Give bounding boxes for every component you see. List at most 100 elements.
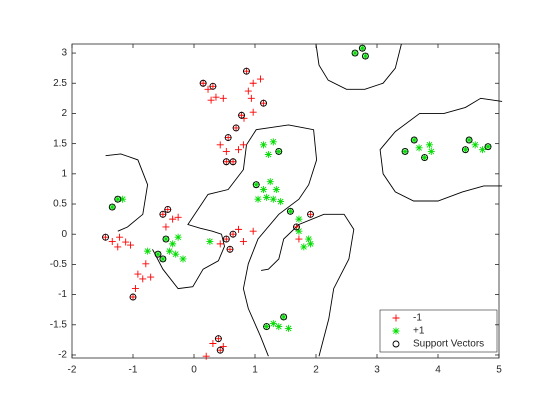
x-tick-label: -2	[68, 365, 77, 376]
point-minus	[164, 205, 172, 213]
point-minus	[209, 340, 217, 348]
support-vector	[229, 230, 237, 238]
y-tick-label: -1	[58, 289, 67, 300]
support-vector	[361, 52, 369, 60]
point-plus	[272, 186, 280, 194]
point-plus	[285, 324, 293, 332]
point-minus	[232, 124, 240, 132]
point-minus	[256, 75, 264, 83]
point-plus	[358, 44, 366, 52]
legend-label: Support Vectors	[413, 339, 484, 350]
point-plus	[206, 237, 214, 245]
point-plus	[159, 255, 167, 263]
point-minus	[235, 225, 243, 233]
support-vector	[162, 235, 170, 243]
support-vector	[275, 148, 283, 155]
point-minus	[147, 273, 155, 281]
y-tick-label: 0	[61, 229, 67, 240]
point-minus	[229, 158, 237, 166]
legend-marker	[392, 327, 400, 335]
legend-label: +1	[413, 326, 425, 337]
point-minus	[244, 87, 252, 95]
point-plus	[169, 240, 177, 248]
y-tick-label: 2	[61, 108, 67, 119]
y-tick-label: 0.5	[53, 199, 67, 210]
point-minus	[216, 346, 224, 354]
legend-label: -1	[413, 313, 422, 324]
point-minus	[114, 243, 122, 251]
point-minus	[216, 141, 224, 149]
point-plus	[254, 195, 262, 203]
point-minus	[159, 210, 167, 218]
support-vector	[214, 335, 222, 343]
point-plus	[174, 233, 182, 241]
x-tick-label: 3	[374, 365, 380, 376]
support-vector	[462, 146, 469, 154]
point-plus	[471, 141, 479, 149]
point-plus	[108, 203, 116, 211]
point-minus	[212, 93, 220, 101]
marks	[102, 43, 503, 360]
y-tick-label: 1	[61, 168, 67, 179]
point-minus	[222, 147, 230, 155]
point-minus	[260, 99, 268, 107]
point-plus	[425, 141, 433, 149]
point-minus	[222, 158, 230, 166]
point-minus	[129, 293, 137, 301]
point-plus	[351, 49, 359, 57]
point-minus	[249, 79, 257, 87]
point-plus	[427, 147, 435, 155]
point-minus	[219, 94, 227, 102]
support-vector	[280, 313, 288, 321]
point-minus	[116, 233, 124, 241]
point-minus	[249, 227, 257, 235]
point-minus	[229, 230, 237, 238]
point-minus	[239, 237, 247, 245]
point-plus	[263, 193, 271, 201]
point-plus	[277, 198, 285, 206]
support-vector	[252, 181, 260, 189]
support-vector	[164, 206, 172, 213]
point-plus	[361, 52, 369, 60]
point-plus	[275, 323, 283, 331]
point-minus	[134, 270, 142, 278]
support-vector	[358, 44, 366, 52]
point-plus	[154, 250, 162, 258]
decision-boundary	[105, 43, 503, 357]
point-minus	[249, 108, 257, 116]
point-plus	[162, 235, 170, 243]
point-minus	[214, 335, 222, 343]
y-tick-label: 3	[61, 48, 67, 59]
support-vector	[129, 293, 137, 301]
point-minus	[202, 352, 210, 360]
point-plus	[421, 154, 429, 162]
support-vector	[307, 210, 314, 218]
y-tick-label: -1.5	[50, 319, 68, 330]
point-plus	[179, 255, 187, 263]
point-minus	[235, 146, 243, 154]
point-plus	[461, 146, 469, 154]
support-vector	[243, 67, 250, 75]
point-plus	[280, 313, 288, 321]
point-minus	[131, 285, 139, 293]
point-minus	[204, 85, 212, 93]
support-vector	[421, 154, 429, 161]
point-minus	[247, 94, 255, 102]
point-plus	[307, 240, 315, 248]
legend-marker	[392, 314, 400, 322]
support-vector	[224, 134, 232, 142]
point-plus	[415, 144, 423, 152]
point-plus	[295, 215, 303, 223]
point-minus	[242, 67, 250, 75]
point-plus	[410, 136, 418, 144]
support-vector	[286, 207, 294, 215]
point-minus	[207, 96, 215, 104]
support-vector	[293, 223, 300, 231]
support-vector	[238, 111, 246, 119]
point-plus	[305, 235, 313, 243]
point-minus	[122, 238, 130, 246]
point-minus	[169, 215, 177, 223]
y-tick-label: 2.5	[53, 78, 67, 89]
support-vector	[263, 323, 271, 331]
x-tick-label: 4	[435, 365, 441, 376]
